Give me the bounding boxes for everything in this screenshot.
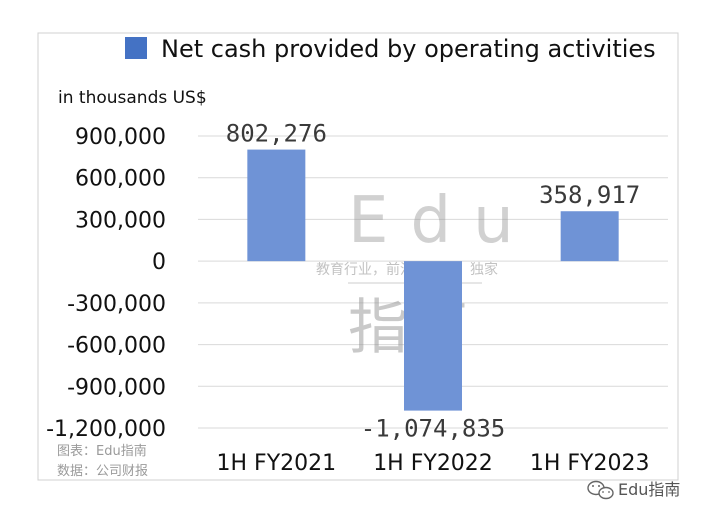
x-category-label: 1H FY2023	[530, 451, 650, 476]
watermark-latin: Edu	[348, 184, 536, 258]
legend-swatch	[125, 37, 147, 59]
data-label: 358,917	[539, 181, 640, 209]
bar	[560, 211, 619, 262]
x-axis-categories: 1H FY2021 1H FY2022 1H FY2023	[217, 451, 650, 476]
data-label: -1,074,835	[361, 415, 506, 443]
corner-brand-text: Edu指南	[618, 480, 680, 499]
y-tick-label: -600,000	[67, 334, 166, 359]
y-axis-ticks: 900,000 600,000 300,000 0 -300,000 -600,000 -9…	[46, 125, 166, 442]
data-label: 802,276	[226, 120, 327, 148]
bars	[247, 149, 619, 411]
corner-brand: Edu指南	[587, 480, 680, 500]
x-category-label: 1H FY2022	[373, 451, 493, 476]
unit-label: in thousands US$	[58, 88, 207, 108]
bar	[247, 149, 306, 262]
y-tick-label: -900,000	[67, 375, 166, 400]
y-tick-label: 0	[152, 250, 166, 275]
legend-label: Net cash provided by operating activitie…	[161, 35, 656, 63]
chart-credit: 图表：Edu指南	[57, 443, 147, 459]
y-tick-label: -300,000	[67, 292, 166, 317]
wechat-icon	[587, 480, 614, 500]
bar	[404, 261, 462, 411]
data-labels: 802,276 -1,074,835 358,917	[226, 120, 640, 443]
y-tick-label: 600,000	[75, 167, 166, 192]
x-category-label: 1H FY2021	[217, 451, 337, 476]
y-tick-label: 300,000	[75, 208, 166, 233]
y-tick-label: 900,000	[75, 125, 166, 150]
y-tick-label: -1,200,000	[46, 417, 166, 442]
data-credit: 数据：公司财报	[57, 464, 148, 479]
